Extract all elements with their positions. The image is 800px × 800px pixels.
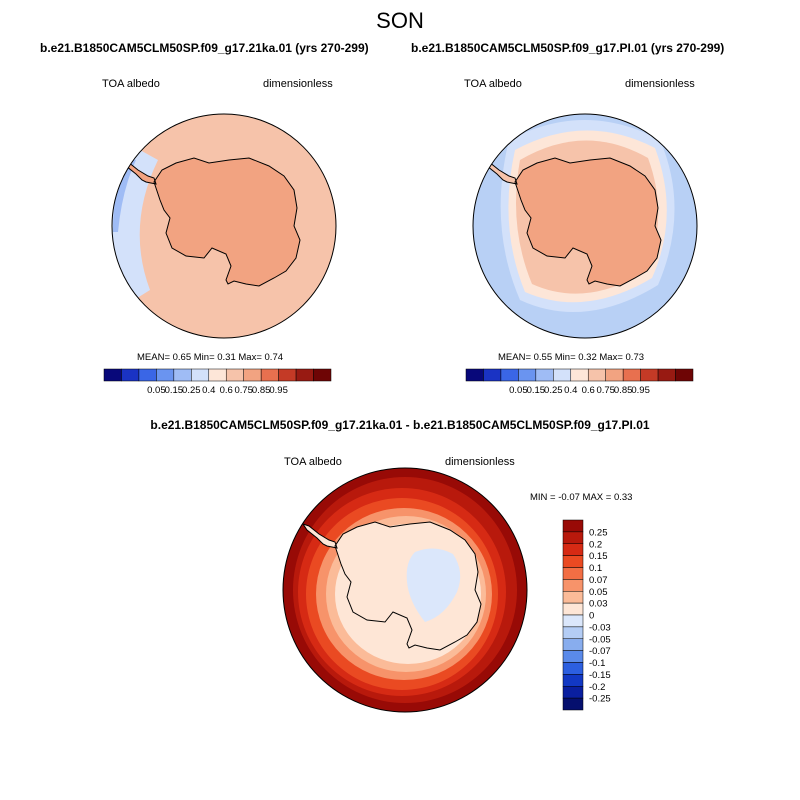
- panel3-colorbar-tick-label: 0.03: [589, 599, 608, 610]
- panel3-colorbar-tick-label: 0.07: [589, 575, 608, 586]
- panel3-colorbar-box: [562, 638, 584, 651]
- panel1-colorbar-box: [208, 368, 227, 382]
- panel2-units-label: dimensionless: [625, 78, 695, 90]
- panel1-colorbar-box: [243, 368, 262, 382]
- panel1-colorbar-box: [156, 368, 175, 382]
- panel3-colorbar-box: [562, 567, 584, 580]
- panel2-colorbar-box: [587, 368, 606, 382]
- panel2-colorbar-tick-label: 0.15: [527, 385, 546, 396]
- panel1-colorbar-box: [313, 368, 332, 382]
- panel2-colorbar-box: [553, 368, 572, 382]
- panel2-colorbar-box: [483, 368, 502, 382]
- panel3-title: b.e21.B1850CAM5CLM50SP.f09_g17.21ka.01 -…: [150, 418, 650, 432]
- panel2-colorbar: 0.050.150.25 0.4 0.6 0.750.850.95: [465, 368, 694, 396]
- panel3-antarctica: [302, 521, 482, 651]
- panel1-colorbar-tick-label: 0.15: [165, 385, 184, 396]
- panel3-colorbar-box: [562, 650, 584, 663]
- panel3-units-label: dimensionless: [445, 456, 515, 468]
- panel2-colorbar-tick-label: 0.6: [582, 385, 595, 396]
- panel1-colorbar-tick-label: 0.4: [202, 385, 215, 396]
- panel2-colorbar-box: [518, 368, 537, 382]
- panel2-colorbar-tick-label: 0.75: [596, 385, 615, 396]
- panel3-colorbar-box: [562, 591, 584, 604]
- panel2-colorbar-tick-label: 0.25: [544, 385, 563, 396]
- panel3-colorbar-box: [562, 674, 584, 687]
- panel1-colorbar-box: [103, 368, 122, 382]
- panel3-colorbar-tick-label: -0.1: [589, 658, 605, 669]
- panel1-colorbar-tick-label: 0.25: [182, 385, 201, 396]
- panel3-colorbar-tick-label: 0.15: [589, 551, 608, 562]
- panel2-colorbar-tick-label: 0.85: [614, 385, 633, 396]
- panel2-map: [472, 113, 698, 339]
- panel1-colorbar-tick-label: 0.75: [234, 385, 253, 396]
- panel3-map: [282, 467, 528, 713]
- panel1-colorbar-box: [121, 368, 140, 382]
- panel3-colorbar-box: [562, 626, 584, 639]
- panel1-colorbar-box: [260, 368, 279, 382]
- panel3-stats: MIN = -0.07 MAX = 0.33: [530, 492, 633, 503]
- panel3-colorbar-tick-label: -0.25: [589, 694, 611, 705]
- panel3-negative-anomaly-region: [406, 548, 461, 622]
- panel3-variable-label: TOA albedo: [284, 456, 342, 468]
- panel3-colorbar-tick-label: -0.15: [589, 670, 611, 681]
- panel1-stats: MEAN= 0.65 Min= 0.31 Max= 0.74: [137, 352, 284, 363]
- panel2-colorbar-box: [622, 368, 641, 382]
- panel3-colorbar-tick-label: -0.2: [589, 682, 605, 693]
- panel3-colorbar-tick-label: 0.25: [589, 527, 608, 538]
- panel1-colorbar-tick-label: 0.6: [220, 385, 233, 396]
- panel2-colorbar-box: [570, 368, 589, 382]
- panel3-colorbar-box: [562, 531, 584, 544]
- panel3-colorbar-box: [562, 543, 584, 556]
- panel2-colorbar-box: [657, 368, 676, 382]
- panel3-colorbar-box: [562, 519, 584, 533]
- panel2-colorbar-tick-label: 0.4: [564, 385, 577, 396]
- panel1-colorbar-box: [225, 368, 244, 382]
- panel2-colorbar-tick-label: 0.95: [631, 385, 650, 396]
- panel3-colorbar-tick-label: -0.07: [589, 646, 611, 657]
- panel2-colorbar-tick-label: 0.05: [509, 385, 528, 396]
- panel3-colorbar-box: [562, 686, 584, 699]
- panel2-colorbar-box: [535, 368, 554, 382]
- panel2-colorbar-box: [640, 368, 659, 382]
- panel2-title: b.e21.B1850CAM5CLM50SP.f09_g17.PI.01 (yr…: [411, 41, 725, 55]
- panel2-variable-label: TOA albedo: [464, 78, 522, 90]
- panel3-colorbar-box: [562, 662, 584, 675]
- panel1-colorbar-tick-label: 0.95: [269, 385, 288, 396]
- panel1-title: b.e21.B1850CAM5CLM50SP.f09_g17.21ka.01 (…: [40, 41, 369, 55]
- panel1-colorbar-box: [278, 368, 297, 382]
- panel3-colorbar-box: [562, 614, 584, 628]
- panel3-colorbar-box: [562, 579, 584, 592]
- panel1-colorbar: 0.050.150.25 0.4 0.6 0.750.850.95: [103, 368, 332, 396]
- panel1-colorbar-tick-label: 0.05: [147, 385, 166, 396]
- panel1-variable-label: TOA albedo: [102, 78, 160, 90]
- panel1-units-label: dimensionless: [263, 78, 333, 90]
- panel2-colorbar-box: [675, 368, 694, 382]
- panel2-colorbar-box: [465, 368, 484, 382]
- panel1-map: [111, 113, 337, 339]
- panel3-colorbar: 0.250.20.150.10.070.050.030-0.03-0.05-0.…: [562, 519, 611, 711]
- panel1-colorbar-box: [138, 368, 157, 382]
- panel3-colorbar-tick-label: 0.05: [589, 587, 608, 598]
- panel3-colorbar-tick-label: -0.03: [589, 622, 611, 633]
- panel2-colorbar-box: [605, 368, 624, 382]
- panel1-colorbar-box: [173, 368, 192, 382]
- panel1-colorbar-box: [295, 368, 314, 382]
- panel1-colorbar-tick-label: 0.85: [252, 385, 271, 396]
- panel3-colorbar-box: [562, 602, 584, 616]
- panel2-colorbar-box: [500, 368, 519, 382]
- panel2-stats: MEAN= 0.55 Min= 0.32 Max= 0.73: [498, 352, 645, 363]
- panel3-colorbar-tick-label: 0: [589, 611, 594, 622]
- panel3-colorbar-tick-label: 0.2: [589, 539, 602, 550]
- panel3-colorbar-tick-label: -0.05: [589, 634, 611, 645]
- panel1-colorbar-box: [191, 368, 210, 382]
- panel3-colorbar-tick-label: 0.1: [589, 563, 602, 574]
- panel3-colorbar-box: [562, 697, 584, 711]
- season-title: SON: [376, 8, 424, 33]
- panel3-colorbar-box: [562, 555, 584, 568]
